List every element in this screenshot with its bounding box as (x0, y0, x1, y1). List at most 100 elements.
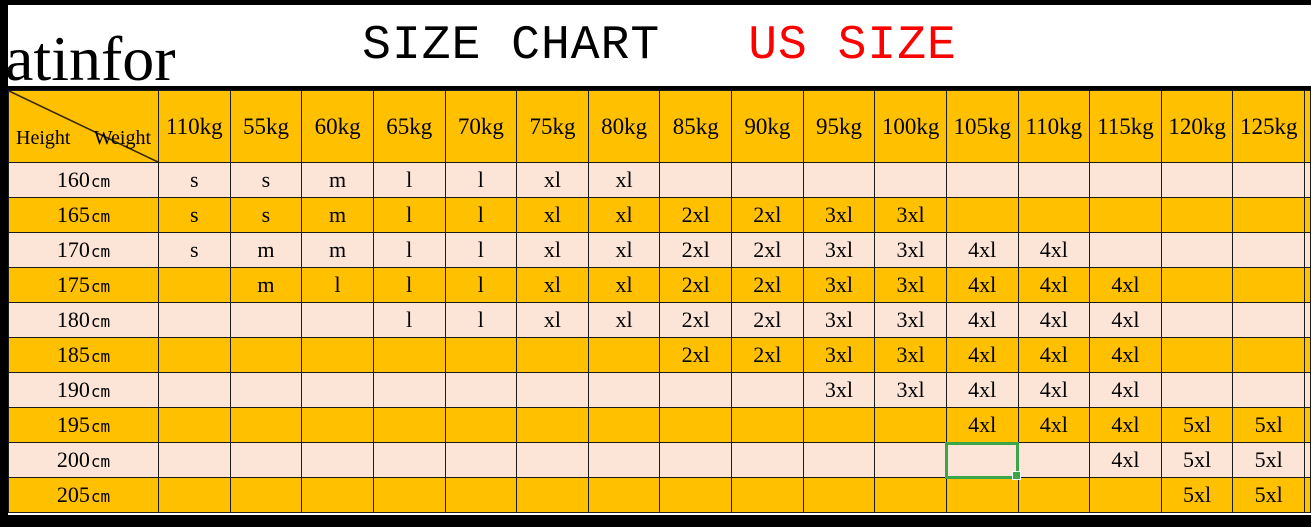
table-row: 180cm l l xl xl 2xl 2xl 3xl 3xl 4xl 4xl 4xl (8, 302, 1311, 338)
size-cell: l (372, 162, 446, 198)
size-cell: 5xl (1160, 407, 1234, 443)
size-cell: 4xl (945, 232, 1019, 268)
size-cell (301, 302, 374, 338)
size-cell (372, 372, 446, 408)
size-cell: l (301, 267, 374, 303)
size-cell: m (301, 162, 374, 198)
size-cell: s (229, 197, 303, 233)
overflow-cell (1304, 407, 1311, 443)
size-cell (731, 442, 804, 478)
size-cell (1232, 302, 1305, 338)
overflow-cell (1304, 302, 1311, 338)
overflow-cell (1304, 477, 1311, 513)
size-cell: l (444, 232, 518, 268)
size-cell: 4xl (1089, 267, 1162, 303)
size-cell (1160, 232, 1234, 268)
size-cell (1232, 372, 1305, 408)
height-row-header: 205cm (8, 477, 159, 513)
size-cell: 5xl (1232, 477, 1305, 513)
bottom-frame-bar (8, 515, 1311, 527)
size-cell: 3xl (802, 197, 876, 233)
size-cell (516, 477, 589, 513)
size-cell: m (301, 232, 374, 268)
corner-header-cell: Height Weight (8, 90, 159, 163)
size-cell: l (372, 267, 446, 303)
size-cell (444, 337, 518, 373)
size-cell: 2xl (731, 232, 804, 268)
size-cell: 4xl (1017, 302, 1091, 338)
size-cell (229, 477, 303, 513)
size-cell (444, 477, 518, 513)
overflow-cell (1304, 372, 1311, 408)
weight-column-header: 55kg (229, 90, 303, 163)
table-row: 185cm 2xl 2xl 3xl 3xl 4xl 4xl 4xl (8, 337, 1311, 373)
size-cell: 3xl (802, 372, 876, 408)
weight-column-header: 105kg (945, 90, 1019, 163)
size-cell: xl (587, 302, 661, 338)
size-cell: 3xl (874, 337, 947, 373)
size-cell: 2xl (659, 232, 732, 268)
size-cell: 5xl (1160, 442, 1234, 478)
size-cell (1232, 232, 1305, 268)
size-cell (372, 477, 446, 513)
size-cell: xl (516, 302, 589, 338)
size-cell: 4xl (1017, 337, 1091, 373)
diagonal-divider-line (9, 91, 158, 162)
size-cell (731, 162, 804, 198)
chart-title: SIZE CHART (362, 18, 661, 73)
table-body: 160cm s s m l l xl xl 165cm s s m l l xl xl 2xl 2xl 3xl 3xl… (8, 162, 1311, 513)
size-cell (444, 372, 518, 408)
weight-column-header: 95kg (802, 90, 876, 163)
size-cell: 3xl (874, 372, 947, 408)
size-cell: xl (516, 267, 589, 303)
size-cell (229, 372, 303, 408)
size-cell (802, 407, 876, 443)
corner-height-label: Height (16, 127, 71, 149)
size-cell: 4xl (1089, 337, 1162, 373)
size-cell: l (444, 162, 518, 198)
size-cell (945, 197, 1019, 233)
size-cell (659, 442, 732, 478)
size-cell (587, 407, 661, 443)
header-row: Height Weight 110kg 55kg 60kg 65kg 70kg 75kg 8… (8, 90, 1311, 163)
size-cell: m (229, 267, 303, 303)
size-cell: s (158, 162, 231, 198)
size-cell: s (158, 232, 231, 268)
size-cell: l (444, 197, 518, 233)
size-cell (874, 442, 947, 478)
size-cell (731, 477, 804, 513)
weight-column-header: 70kg (444, 90, 518, 163)
weight-column-header: 75kg (516, 90, 589, 163)
weight-column-header: 110kg (158, 90, 231, 163)
size-cell (659, 477, 732, 513)
size-cell: m (301, 197, 374, 233)
size-cell: xl (516, 162, 589, 198)
size-cell (372, 442, 446, 478)
size-cell (1232, 197, 1305, 233)
chart-subtitle-us-size: US SIZE (748, 18, 957, 73)
size-cell: 4xl (1089, 407, 1162, 443)
table-row: 160cm s s m l l xl xl (8, 162, 1311, 198)
size-cell (659, 372, 732, 408)
overflow-column (1304, 90, 1311, 163)
height-row-header: 190cm (8, 372, 159, 408)
height-row-header: 200cm (8, 442, 159, 478)
title-bar: SIZE CHART US SIZE (8, 5, 1311, 86)
size-cell (1089, 162, 1162, 198)
size-cell (229, 442, 303, 478)
size-cell: xl (516, 232, 589, 268)
table-row: 205cm 5xl 5xl (8, 477, 1311, 513)
size-cell (516, 337, 589, 373)
overflow-cell (1304, 197, 1311, 233)
size-cell: l (372, 232, 446, 268)
table-row: 200cm 4xl 5xl 5xl (8, 441, 1311, 481)
size-table-container: Height Weight 110kg 55kg 60kg 65kg 70kg 75kg 8… (8, 86, 1311, 513)
size-cell (874, 407, 947, 443)
size-cell (1089, 477, 1162, 513)
size-cell (229, 337, 303, 373)
size-cell (1160, 267, 1234, 303)
corner-weight-label: Weight (93, 127, 151, 149)
size-cell: 4xl (1017, 407, 1091, 443)
size-cell (301, 337, 374, 373)
table-row: 190cm 3xl 3xl 4xl 4xl 4xl (8, 372, 1311, 408)
